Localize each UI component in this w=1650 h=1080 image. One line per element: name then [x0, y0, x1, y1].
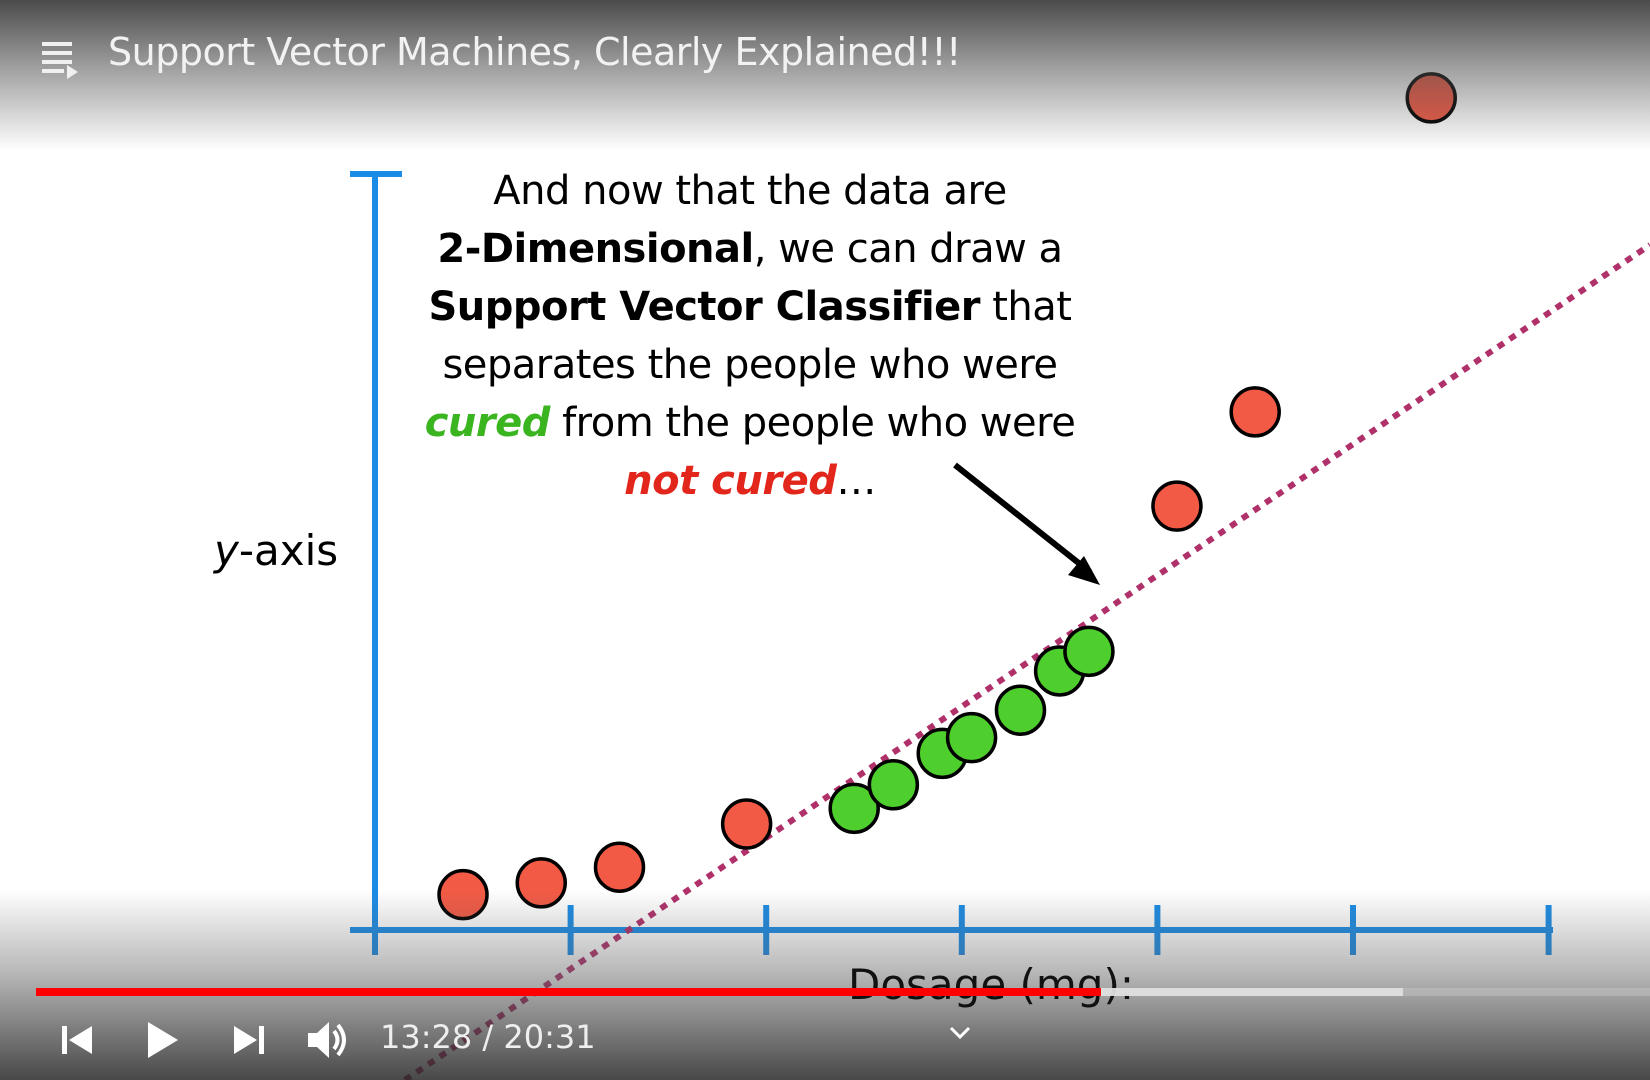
chevron-down-icon[interactable] [946, 1022, 974, 1044]
caption-line-3: Support Vector Classifier that [380, 278, 1120, 336]
support-vector-classifier-line [403, 242, 1650, 1080]
playlist-icon[interactable] [36, 36, 82, 80]
slide-caption: And now that the data are 2-Dimensional,… [380, 162, 1120, 510]
cured-point [945, 711, 998, 764]
caption-not-cured: not cured [624, 458, 837, 504]
play-icon[interactable] [140, 1018, 184, 1062]
caption-bold-svc: Support Vector Classifier [428, 284, 981, 330]
caption-line-4: separates the people who were [442, 342, 1058, 388]
caption-line-3-rest: that [980, 284, 1072, 330]
next-icon[interactable] [228, 1020, 268, 1060]
cured-point [828, 782, 880, 835]
current-time: 13:28 [380, 1018, 473, 1056]
caption-line-5: cured from the people who were [380, 394, 1120, 452]
caption-line-2: 2-Dimensional, we can draw a [380, 220, 1120, 278]
volume-icon[interactable] [304, 1016, 352, 1064]
duration: 20:31 [503, 1018, 596, 1056]
caption-cured: cured [424, 400, 551, 446]
cured-point [994, 684, 1047, 736]
bottom-overlay [0, 890, 1650, 1080]
caption-bold-2d: 2-Dimensional [437, 226, 754, 272]
annotation-arrow [953, 462, 1092, 575]
caption-line-2-rest: , we can draw a [753, 226, 1063, 272]
y-axis-label: y-axis [214, 526, 338, 575]
not-cured-point [593, 841, 646, 893]
caption-line-5-rest: from the people who were [549, 400, 1076, 446]
previous-icon[interactable] [58, 1020, 98, 1060]
annotation-arrowhead [1068, 556, 1100, 585]
caption-ellipsis: … [836, 458, 876, 504]
y-axis-label-italic: y [214, 526, 239, 575]
cured-point [867, 759, 920, 811]
y-axis-label-rest: -axis [238, 526, 339, 575]
progress-played [36, 988, 1102, 996]
not-cured-point [720, 798, 773, 850]
caption-line-6: not cured… [380, 452, 1120, 510]
time-separator: / [472, 1018, 504, 1056]
time-display: 13:28 / 20:31 [380, 1018, 596, 1056]
video-title[interactable]: Support Vector Machines, Clearly Explain… [108, 30, 961, 74]
progress-bar[interactable] [36, 988, 1650, 996]
not-cured-point [1229, 386, 1281, 438]
not-cured-point [1151, 480, 1203, 532]
top-overlay [0, 0, 1650, 150]
control-bar: 13:28 / 20:31 [0, 1010, 1650, 1080]
caption-line-1: And now that the data are [493, 168, 1007, 214]
x-axis-label: Dosage (mg): [848, 960, 1135, 1009]
player-top-bar: Support Vector Machines, Clearly Explain… [0, 0, 1650, 110]
cured-point [1063, 625, 1115, 678]
